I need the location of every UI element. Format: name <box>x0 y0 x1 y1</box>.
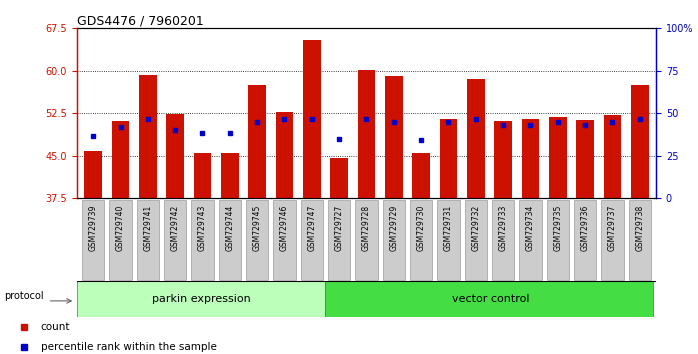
Bar <box>631 85 648 198</box>
Text: count: count <box>40 322 70 332</box>
Bar <box>385 76 403 198</box>
Bar <box>440 119 457 198</box>
FancyBboxPatch shape <box>218 200 241 280</box>
Text: GSM729739: GSM729739 <box>89 205 98 251</box>
FancyBboxPatch shape <box>191 200 214 280</box>
Bar <box>276 112 293 198</box>
Bar <box>193 153 211 198</box>
Bar <box>576 120 594 198</box>
FancyBboxPatch shape <box>273 200 296 280</box>
Text: GSM729743: GSM729743 <box>198 205 207 251</box>
FancyBboxPatch shape <box>110 200 132 280</box>
Bar <box>357 70 376 198</box>
Text: GSM729737: GSM729737 <box>608 205 617 251</box>
Text: GSM729746: GSM729746 <box>280 205 289 251</box>
Text: GSM729729: GSM729729 <box>389 205 399 251</box>
Text: protocol: protocol <box>4 291 43 301</box>
Bar <box>84 151 102 198</box>
FancyBboxPatch shape <box>574 200 596 280</box>
Text: parkin expression: parkin expression <box>151 294 251 304</box>
Text: GSM729731: GSM729731 <box>444 205 453 251</box>
Text: GSM729735: GSM729735 <box>554 205 563 251</box>
Text: GSM729730: GSM729730 <box>417 205 426 251</box>
Bar <box>248 85 266 198</box>
FancyBboxPatch shape <box>383 200 405 280</box>
Text: percentile rank within the sample: percentile rank within the sample <box>40 342 216 352</box>
FancyBboxPatch shape <box>519 200 542 280</box>
Text: vector control: vector control <box>452 294 530 304</box>
Text: GDS4476 / 7960201: GDS4476 / 7960201 <box>77 14 204 27</box>
Text: GSM729742: GSM729742 <box>170 205 179 251</box>
Text: GSM729740: GSM729740 <box>116 205 125 251</box>
Bar <box>494 121 512 198</box>
FancyBboxPatch shape <box>328 200 350 280</box>
Text: GSM729741: GSM729741 <box>143 205 152 251</box>
Text: GSM729728: GSM729728 <box>362 205 371 251</box>
FancyBboxPatch shape <box>164 200 186 280</box>
FancyBboxPatch shape <box>492 200 514 280</box>
Bar <box>467 79 484 198</box>
Text: GSM729734: GSM729734 <box>526 205 535 251</box>
FancyBboxPatch shape <box>355 200 378 280</box>
FancyBboxPatch shape <box>547 200 569 280</box>
FancyBboxPatch shape <box>410 200 432 280</box>
Text: GSM729732: GSM729732 <box>471 205 480 251</box>
Text: GSM729736: GSM729736 <box>581 205 590 251</box>
FancyBboxPatch shape <box>246 200 268 280</box>
Bar <box>330 158 348 198</box>
Text: GSM729744: GSM729744 <box>225 205 235 251</box>
FancyBboxPatch shape <box>82 200 105 280</box>
FancyBboxPatch shape <box>628 200 651 280</box>
Text: GSM729745: GSM729745 <box>253 205 262 251</box>
Bar <box>604 115 621 198</box>
Text: GSM729727: GSM729727 <box>334 205 343 251</box>
Bar <box>521 119 540 198</box>
FancyBboxPatch shape <box>465 200 487 280</box>
FancyBboxPatch shape <box>301 200 323 280</box>
FancyBboxPatch shape <box>437 200 460 280</box>
Text: GSM729747: GSM729747 <box>307 205 316 251</box>
FancyBboxPatch shape <box>77 281 325 317</box>
Bar <box>221 153 239 198</box>
FancyBboxPatch shape <box>601 200 623 280</box>
Text: GSM729733: GSM729733 <box>498 205 507 251</box>
Bar <box>139 75 157 198</box>
Bar <box>166 114 184 198</box>
Bar <box>413 153 430 198</box>
Bar <box>549 117 567 198</box>
FancyBboxPatch shape <box>137 200 159 280</box>
Bar <box>112 121 129 198</box>
Bar <box>303 40 320 198</box>
FancyBboxPatch shape <box>325 281 653 317</box>
Text: GSM729738: GSM729738 <box>635 205 644 251</box>
